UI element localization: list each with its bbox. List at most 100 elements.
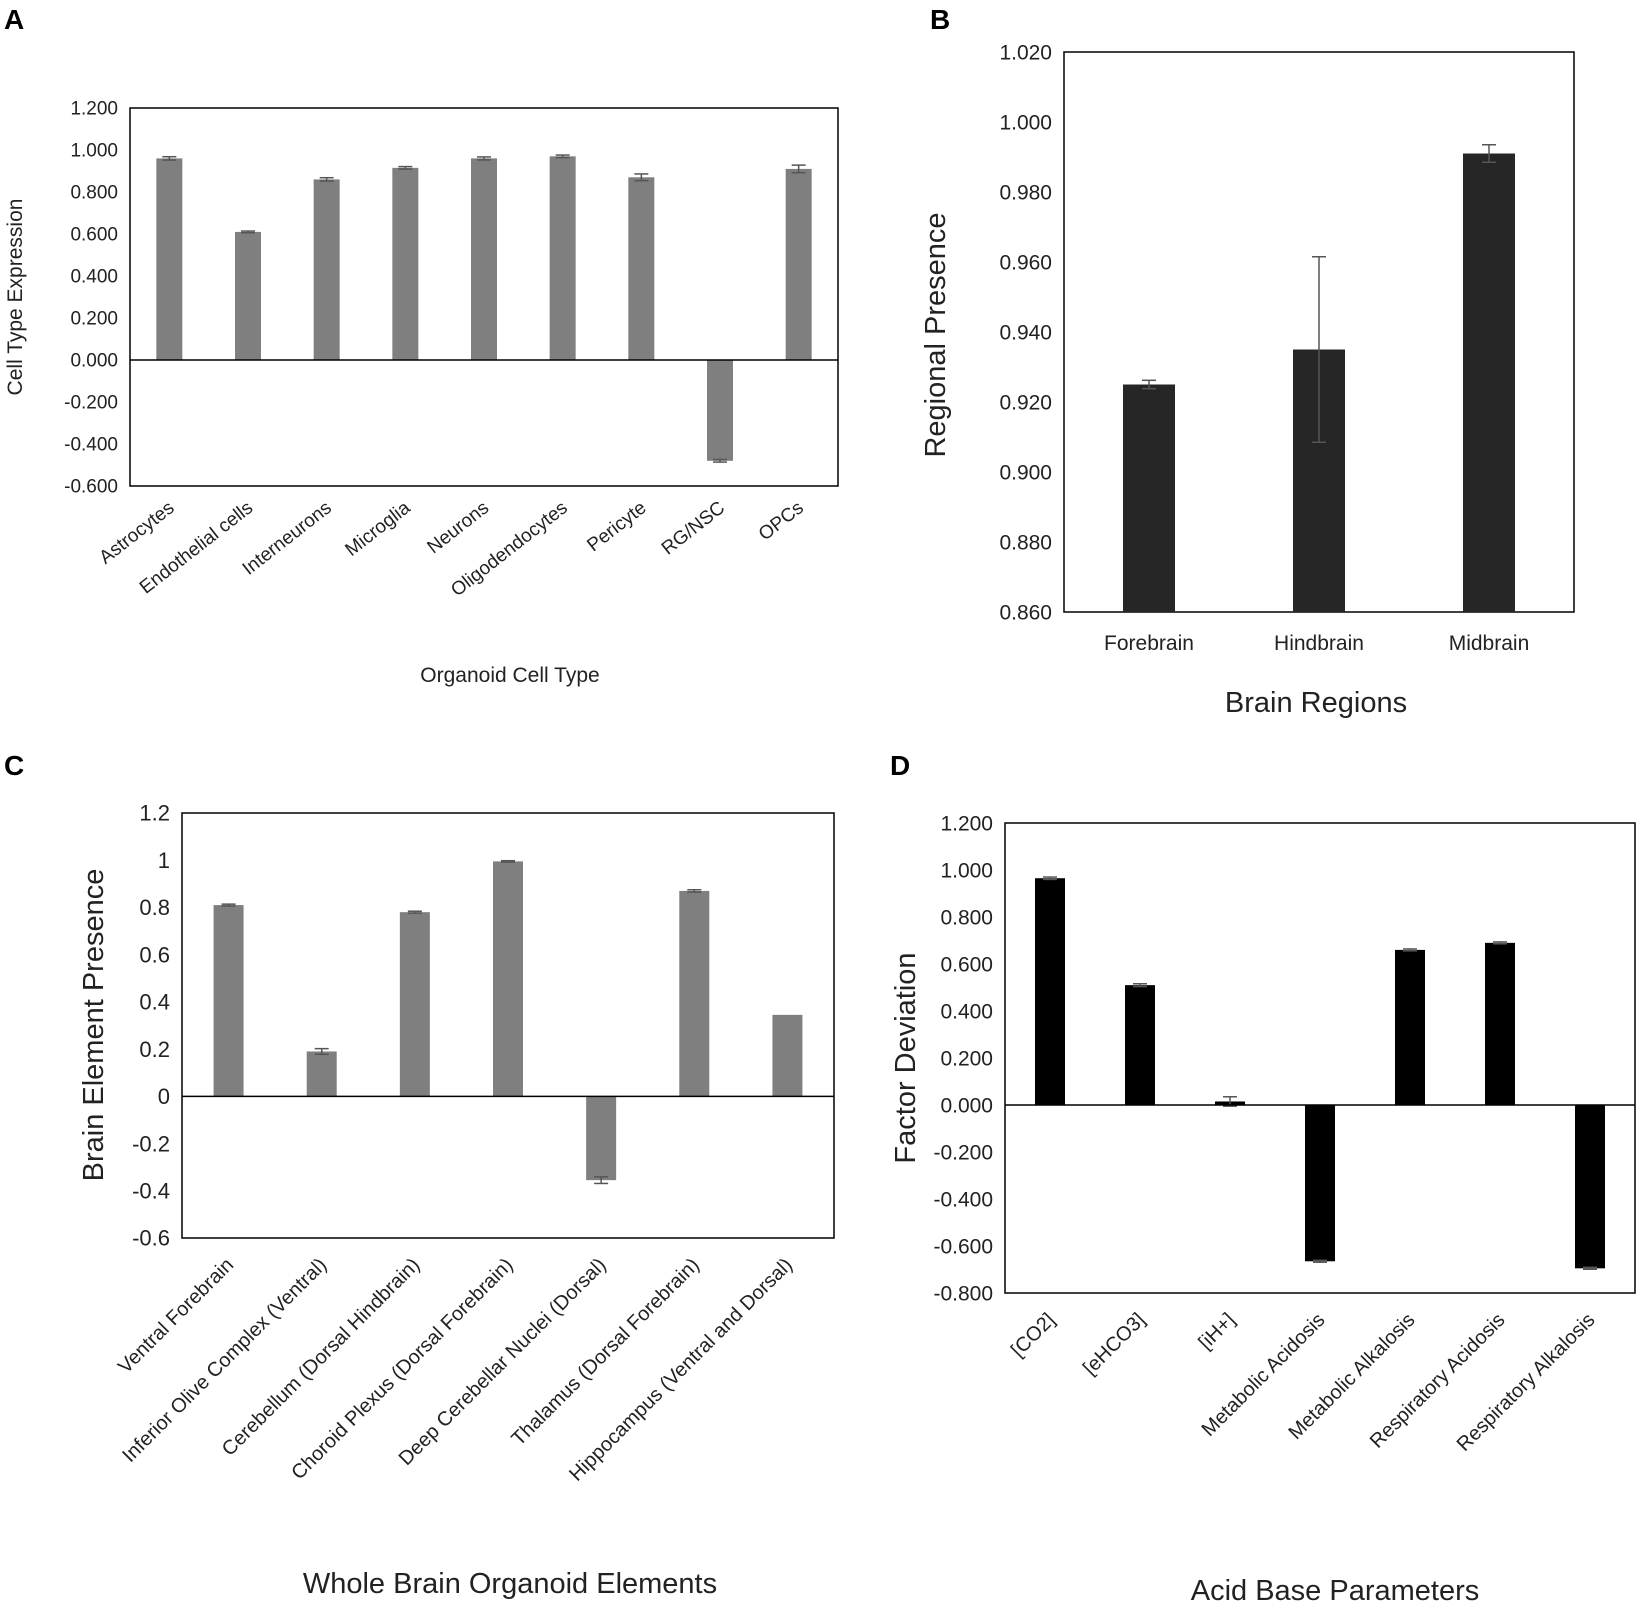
y-axis-title: Brain Element Presence (78, 869, 110, 1182)
y-axis-title: Factor Deviation (890, 952, 922, 1163)
y-tick-label: 0.880 (999, 531, 1052, 554)
y-tick-label: 0.200 (70, 309, 118, 330)
bar (549, 156, 576, 360)
x-axis-title: Brain Regions (1225, 687, 1407, 719)
y-tick-label: 0.600 (940, 953, 993, 976)
x-axis-title: Acid Base Parameters (1191, 1575, 1480, 1607)
y-tick-label: 1.200 (70, 99, 118, 120)
category-label: Neurons (424, 497, 494, 558)
category-label: Hindbrain (1274, 632, 1364, 655)
bar (306, 1051, 337, 1097)
chart-d: 1.200 1.000 0.800 0.600 0.400 0.200 0.000 -0.20… (890, 812, 1636, 1607)
y-tick-label: 0.6 (139, 942, 170, 967)
y-tick-label: 1.020 (999, 41, 1052, 64)
y-tick-label: 0.980 (999, 181, 1052, 204)
bar (213, 905, 244, 1097)
bar (707, 360, 733, 461)
y-tick-label: -0.400 (933, 1188, 993, 1211)
y-tick-label: 0.000 (940, 1094, 993, 1117)
bar (493, 861, 523, 1097)
bar (1035, 878, 1065, 1105)
category-label: Deep Cerebellar Nuclei (Dorsal) (395, 1254, 611, 1470)
bar (1575, 1105, 1605, 1269)
y-tick-label: -0.600 (64, 477, 118, 498)
category-label: [CO2] (1007, 1309, 1060, 1362)
bar (235, 231, 261, 360)
panel-b: B 1.020 1.000 0.980 0.960 0.940 0.920 0.900 0.8… (840, 0, 1650, 720)
plot-area (1004, 822, 1636, 1294)
bar (1463, 153, 1515, 612)
y-tick-label: 0.920 (999, 391, 1052, 414)
panel-letter: D (890, 750, 911, 781)
chart-a: 1.200 1.000 0.800 0.600 0.400 0.200 0.000 -0.20… (4, 99, 839, 687)
panel-c: C 1.2 1 0.8 0.6 0.4 0.2 0 -0.2 -0.4 -0.6 Ventral F… (0, 740, 880, 1610)
panel-letter: C (4, 750, 25, 781)
category-label: Microglia (342, 497, 415, 561)
y-tick-label: 0.400 (940, 1000, 993, 1023)
y-tick-label: 0.600 (70, 225, 118, 246)
category-label: Thalamus (Dorsal Forebrain) (507, 1254, 703, 1450)
bar (1305, 1105, 1335, 1262)
x-axis-title: Whole Brain Organoid Elements (303, 1568, 717, 1600)
bar (628, 177, 655, 360)
panel-a: A 1.200 1.000 0.800 0.600 0.400 0.200 0.000 -0.… (0, 0, 840, 720)
y-tick-label: 0.2 (139, 1037, 170, 1062)
bar (392, 167, 419, 360)
category-label: Inferior Olive Complex (Ventral) (118, 1254, 331, 1467)
bar (1125, 985, 1155, 1105)
category-label: Pericyte (583, 497, 650, 556)
y-axis-title: Regional Presence (920, 212, 952, 457)
y-tick-label: 0.940 (999, 321, 1052, 344)
y-tick-label: 0.4 (139, 990, 170, 1015)
y-tick-label: 0.200 (940, 1047, 993, 1070)
panel-letter: B (930, 4, 951, 35)
y-tick-label: 1.000 (999, 111, 1052, 134)
bar (772, 1014, 803, 1097)
y-tick-label: 1.2 (139, 801, 170, 826)
bar (1123, 384, 1175, 612)
y-tick-label: -0.200 (933, 1141, 993, 1164)
category-label: Forebrain (1104, 632, 1194, 655)
bar (156, 158, 183, 360)
y-tick-label: -0.6 (132, 1226, 170, 1251)
category-label: OPCs (755, 497, 808, 545)
bar (586, 1096, 617, 1181)
y-tick-label: 1 (158, 848, 170, 873)
category-label: Midbrain (1449, 632, 1530, 655)
y-tick-label: 0.800 (70, 183, 118, 204)
y-axis-title: Cell Type Expression (4, 199, 27, 396)
panel-letter: A (4, 4, 25, 35)
plot-area (181, 812, 835, 1239)
bar (1485, 942, 1515, 1105)
bar (399, 912, 430, 1097)
y-tick-label: 0.860 (999, 601, 1052, 624)
y-tick-label: 0 (158, 1084, 170, 1109)
x-axis-title: Organoid Cell Type (420, 664, 599, 687)
category-label: RG/NSC (658, 497, 729, 559)
bar (471, 158, 497, 360)
bar (313, 179, 340, 360)
y-tick-label: 0.800 (940, 906, 993, 929)
bar (1395, 949, 1425, 1105)
y-tick-label: -0.600 (933, 1235, 993, 1258)
category-label: Cerebellum (Dorsal Hindbrain) (218, 1254, 425, 1461)
y-tick-label: -0.200 (64, 393, 118, 414)
y-tick-label: 0.000 (70, 351, 118, 372)
plot-area (129, 107, 839, 487)
bar (785, 168, 812, 360)
category-label: [iH+] (1195, 1309, 1240, 1354)
y-tick-label: 0.8 (139, 895, 170, 920)
chart-b: 1.020 1.000 0.980 0.960 0.940 0.920 0.900 0.880… (920, 41, 1575, 719)
y-tick-label: 1.000 (940, 859, 993, 882)
y-tick-label: 1.200 (940, 812, 993, 835)
category-label: [eHCO3] (1079, 1309, 1150, 1380)
y-tick-label: 1.000 (70, 141, 118, 162)
y-tick-label: -0.2 (132, 1131, 170, 1156)
y-tick-label: 0.400 (70, 267, 118, 288)
panel-d: D 1.200 1.000 0.800 0.600 0.400 0.200 0.000 -0.… (880, 740, 1650, 1610)
y-tick-label: -0.400 (64, 435, 118, 456)
y-tick-label: -0.800 (933, 1282, 993, 1305)
y-tick-label: 0.960 (999, 251, 1052, 274)
y-tick-label: -0.4 (132, 1178, 170, 1203)
